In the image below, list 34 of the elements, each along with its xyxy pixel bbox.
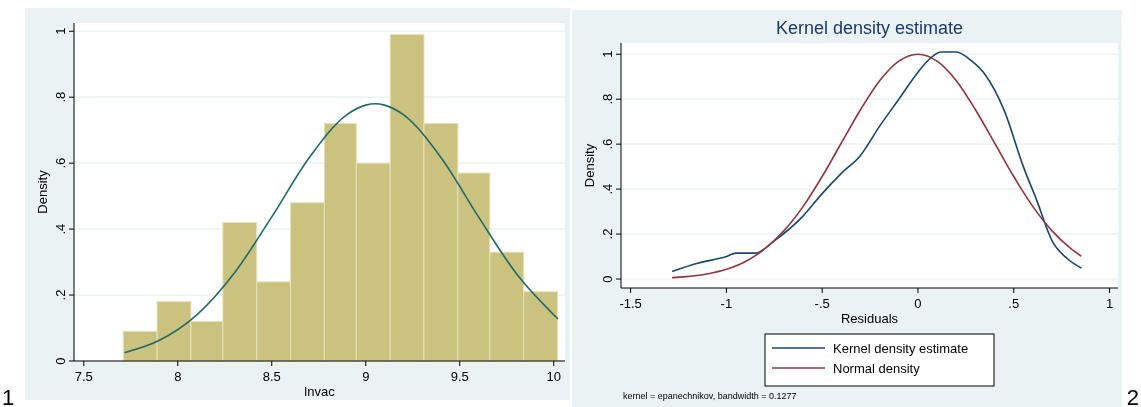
y-tick-label: .6 (600, 138, 615, 150)
y-tick-label: .4 (600, 183, 615, 195)
x-axis-title: lnvac (304, 384, 336, 399)
y-tick-label: .8 (53, 91, 68, 103)
y-tick-label: .2 (53, 289, 68, 301)
x-tick-label: -1 (720, 296, 733, 311)
legend-label: Normal density (833, 361, 921, 376)
x-tick-label: -.5 (814, 296, 830, 311)
legend-label: Kernel density estimate (833, 341, 969, 356)
text: 2 (1126, 385, 1139, 407)
x-tick-label: 9 (362, 369, 370, 384)
y-tick-label: 1 (53, 27, 68, 35)
x-axis-title: Residuals (840, 311, 899, 326)
chart-title: Kernel density estimate (775, 18, 964, 38)
text: kernel = epanechnikov, bandwidth = 0.1277 (623, 391, 797, 401)
y-tick-label: .8 (600, 93, 615, 105)
y-tick-label: .6 (53, 157, 68, 169)
x-tick-label: 10 (546, 369, 561, 384)
text: 1 (2, 385, 15, 407)
x-tick-label: 7.5 (74, 369, 93, 384)
y-axis-title: Density (35, 169, 50, 214)
x-tick-label: 1 (1105, 296, 1114, 311)
x-tick-label: 0 (914, 296, 922, 311)
x-tick-label: 9.5 (450, 369, 469, 384)
x-tick-label: 8.5 (262, 369, 281, 384)
y-tick-label: 0 (600, 275, 615, 283)
y-tick-label: .2 (600, 228, 615, 240)
y-axis-title: Density (582, 143, 597, 188)
y-tick-label: .4 (53, 223, 68, 235)
y-tick-label: 0 (53, 357, 68, 365)
y-tick-label: 1 (600, 50, 615, 58)
x-tick-label: 8 (174, 369, 182, 384)
x-tick-label: .5 (1008, 296, 1020, 311)
x-tick-label: -1.5 (619, 296, 642, 311)
